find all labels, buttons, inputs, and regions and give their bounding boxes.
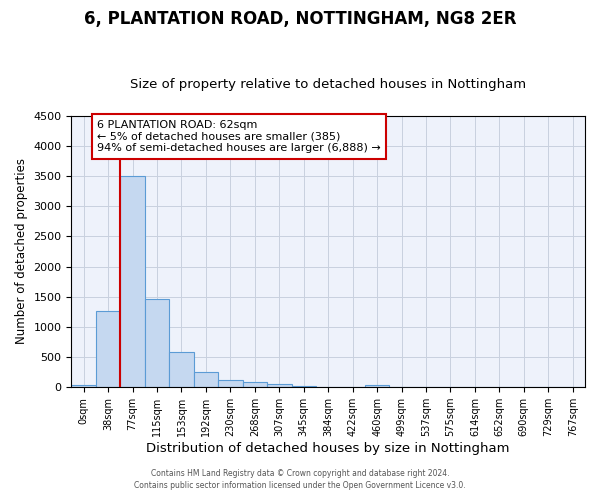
Bar	[218, 380, 242, 387]
Text: Contains HM Land Registry data © Crown copyright and database right 2024.
Contai: Contains HM Land Registry data © Crown c…	[134, 468, 466, 490]
Bar	[145, 298, 169, 387]
Text: 6, PLANTATION ROAD, NOTTINGHAM, NG8 2ER: 6, PLANTATION ROAD, NOTTINGHAM, NG8 2ER	[84, 10, 516, 28]
Bar	[365, 386, 389, 387]
Bar	[194, 372, 218, 387]
Bar	[71, 386, 96, 387]
Bar	[169, 352, 194, 387]
Bar	[316, 386, 340, 387]
Text: 6 PLANTATION ROAD: 62sqm
← 5% of detached houses are smaller (385)
94% of semi-d: 6 PLANTATION ROAD: 62sqm ← 5% of detache…	[97, 120, 381, 153]
X-axis label: Distribution of detached houses by size in Nottingham: Distribution of detached houses by size …	[146, 442, 510, 455]
Bar	[267, 384, 292, 387]
Bar	[242, 382, 267, 387]
Bar	[292, 386, 316, 387]
Bar	[121, 176, 145, 387]
Title: Size of property relative to detached houses in Nottingham: Size of property relative to detached ho…	[130, 78, 526, 91]
Y-axis label: Number of detached properties: Number of detached properties	[15, 158, 28, 344]
Bar	[96, 310, 121, 387]
